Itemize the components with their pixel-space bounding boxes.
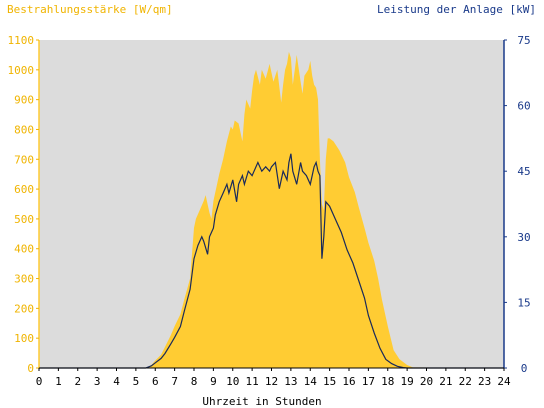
power-line-series — [39, 153, 504, 369]
x-tick-label: 21 — [439, 375, 452, 388]
x-tick-label: 14 — [304, 375, 318, 388]
left-tick-label: 200 — [14, 302, 34, 315]
left-tick-label: 700 — [14, 153, 34, 166]
left-tick-label: 900 — [14, 94, 34, 107]
plot-area: 0100200300400500600700800900100011000153… — [8, 34, 531, 388]
x-axis-title: Uhrzeit in Stunden — [202, 395, 321, 408]
x-tick-label: 19 — [401, 375, 414, 388]
x-tick-label: 22 — [459, 375, 472, 388]
x-tick-label: 15 — [323, 375, 336, 388]
x-tick-label: 0 — [36, 375, 43, 388]
right-tick-label: 15 — [517, 296, 530, 309]
x-tick-label: 10 — [226, 375, 239, 388]
right-tick-label: 30 — [517, 231, 530, 244]
x-tick-label: 8 — [191, 375, 198, 388]
x-tick-label: 7 — [171, 375, 178, 388]
left-tick-label: 300 — [14, 273, 34, 286]
left-tick-label: 100 — [14, 332, 34, 345]
x-tick-label: 4 — [113, 375, 120, 388]
x-tick-label: 9 — [210, 375, 217, 388]
x-tick-label: 11 — [246, 375, 259, 388]
right-tick-label: 0 — [521, 362, 528, 375]
left-tick-label: 1100 — [8, 34, 35, 47]
irradiance-area-series — [39, 51, 504, 369]
x-tick-label: 23 — [478, 375, 491, 388]
x-tick-label: 20 — [420, 375, 433, 388]
left-tick-label: 500 — [14, 213, 34, 226]
right-tick-label: 45 — [517, 165, 530, 178]
x-tick-label: 5 — [133, 375, 140, 388]
left-tick-label: 400 — [14, 243, 34, 256]
left-tick-label: 1000 — [8, 64, 35, 77]
x-tick-label: 2 — [74, 375, 81, 388]
x-tick-label: 16 — [342, 375, 355, 388]
x-tick-label: 6 — [152, 375, 159, 388]
x-tick-label: 1 — [55, 375, 62, 388]
x-tick-label: 3 — [94, 375, 101, 388]
x-tick-label: 18 — [381, 375, 394, 388]
x-tick-label: 17 — [362, 375, 375, 388]
x-tick-label: 13 — [284, 375, 297, 388]
x-tick-label: 12 — [265, 375, 278, 388]
left-tick-label: 0 — [27, 362, 34, 375]
left-axis-title: Bestrahlungsstärke [W/qm] — [7, 3, 173, 16]
x-tick-label: 24 — [497, 375, 511, 388]
right-axis-title: Leistung der Anlage [kW] — [377, 3, 536, 16]
left-tick-label: 600 — [14, 183, 34, 196]
right-tick-label: 75 — [517, 34, 530, 47]
right-tick-label: 60 — [517, 100, 530, 113]
left-tick-label: 800 — [14, 123, 34, 136]
